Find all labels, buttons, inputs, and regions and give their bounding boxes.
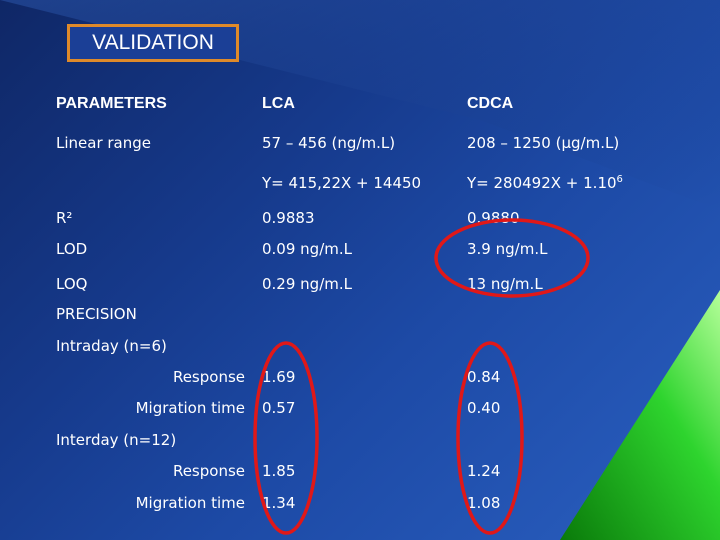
interday-migration-cdca: 1.08 (467, 494, 501, 512)
lca-linear-range: 57 – 456 (ng/m.L) (262, 134, 396, 152)
lca-loq: 0.29 ng/m.L (262, 275, 352, 293)
intraday-migration-label: Migration time (135, 399, 245, 417)
cdca-r2: 0.9880 (467, 209, 520, 227)
lca-r2: 0.9883 (262, 209, 315, 227)
precision-label: PRECISION (56, 305, 137, 323)
cdca-equation-exponent: 6 (616, 174, 623, 185)
light-wedge-shape (0, 0, 720, 210)
cdca-equation-text: Y= 280492X + 1.10 (467, 174, 617, 192)
header-cdca: CDCA (467, 95, 514, 112)
cdca-lod: 3.9 ng/m.L (467, 240, 548, 258)
cdca-loq: 13 ng/m.L (467, 275, 543, 293)
intraday-response-label: Response (172, 368, 245, 386)
intraday-migration-lca: 0.57 (262, 399, 296, 417)
lca-equation: Y= 415,22X + 14450 (262, 174, 422, 192)
green-corner-shape (560, 290, 720, 540)
r2-label: R² (56, 209, 73, 227)
interday-migration-label: Migration time (135, 494, 245, 512)
cdca-linear-range: 208 – 1250 (µg/m.L) (467, 134, 620, 152)
interday-response-label: Response (172, 462, 245, 480)
lca-lod: 0.09 ng/m.L (262, 240, 352, 258)
slide-title: VALIDATION (70, 27, 236, 59)
loq-label: LOQ (56, 275, 88, 293)
intraday-label: Intraday (n=6) (56, 337, 167, 355)
header-lca: LCA (262, 95, 295, 112)
linear-range-label: Linear range (56, 134, 152, 152)
interday-migration-lca: 1.34 (262, 494, 296, 512)
intraday-response-lca: 1.69 (262, 368, 296, 386)
intraday-response-cdca: 0.84 (467, 368, 501, 386)
interday-label: Interday (n=12) (56, 431, 177, 449)
lod-label: LOD (56, 240, 88, 258)
interday-response-cdca: 1.24 (467, 462, 501, 480)
intraday-migration-cdca: 0.40 (467, 399, 501, 417)
title-box: VALIDATION (67, 24, 239, 62)
interday-response-lca: 1.85 (262, 462, 296, 480)
header-parameters: PARAMETERS (56, 95, 167, 112)
cdca-equation: Y= 280492X + 1.106 (467, 174, 623, 192)
